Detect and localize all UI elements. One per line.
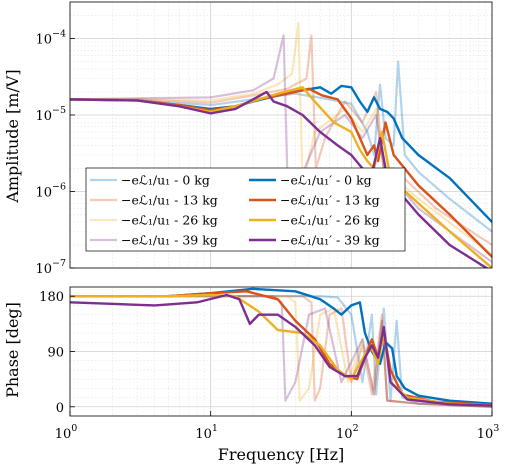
x-tick-label: 100 — [55, 423, 78, 442]
legend-label: −eℒ₁/u₁′ - 39 kg — [280, 233, 380, 248]
frequency-x-axis-label: Frequency [Hz] — [218, 445, 345, 464]
y-tick-label: 10−4 — [35, 28, 66, 47]
phase-series-line — [70, 293, 492, 407]
legend-label: −eℒ₁/u₁′ - 0 kg — [280, 173, 372, 188]
x-tick-label: 102 — [336, 423, 359, 442]
y-tick-label: 10−5 — [35, 105, 66, 124]
amplitude-y-ticks: 10−7 10−6 10−5 10−4 — [35, 28, 75, 277]
phase-series-line — [70, 295, 492, 408]
legend: −eℒ₁/u₁ - 0 kg −eℒ₁/u₁′ - 0 kg −eℒ₁/u₁ - 1… — [85, 167, 406, 252]
amplitude-series-line — [70, 60, 492, 233]
phase-y-axis-label: Phase [deg] — [3, 302, 22, 398]
y-tick-label: 90 — [47, 346, 64, 361]
legend-label: −eℒ₁/u₁ - 0 kg — [121, 173, 210, 188]
phase-series-line — [70, 295, 492, 408]
x-tick-label: 101 — [195, 423, 218, 442]
amplitude-y-axis-label: Amplitude [m/V] — [3, 69, 22, 203]
phase-panel: 0 90 180 100 101 102 103 Phase [deg] Frequenc… — [3, 286, 500, 464]
y-tick-label: 180 — [39, 290, 64, 305]
x-tick-label: 103 — [477, 423, 500, 442]
amplitude-plot-frame — [69, 1, 493, 269]
legend-label: −eℒ₁/u₁′ - 13 kg — [280, 193, 380, 208]
y-tick-label: 10−7 — [35, 258, 66, 277]
legend-box — [85, 167, 406, 252]
legend-label: −eℒ₁/u₁ - 13 kg — [121, 193, 218, 208]
phase-grid — [69, 287, 492, 416]
phase-y-ticks: 0 90 180 — [39, 290, 75, 416]
y-tick-label: 0 — [56, 401, 64, 416]
legend-label: −eℒ₁/u₁′ - 26 kg — [280, 213, 380, 228]
amplitude-panel: 10−7 10−6 10−5 10−4 Amplitude [m/V] −eℒ₁/u₁… — [3, 1, 493, 277]
y-tick-label: 10−6 — [35, 181, 66, 200]
phase-series-line — [70, 287, 492, 405]
frequency-x-ticks: 100 101 102 103 — [55, 411, 500, 442]
legend-label: −eℒ₁/u₁ - 39 kg — [121, 233, 218, 248]
phase-series-line — [70, 295, 492, 408]
legend-label: −eℒ₁/u₁ - 26 kg — [121, 213, 218, 228]
